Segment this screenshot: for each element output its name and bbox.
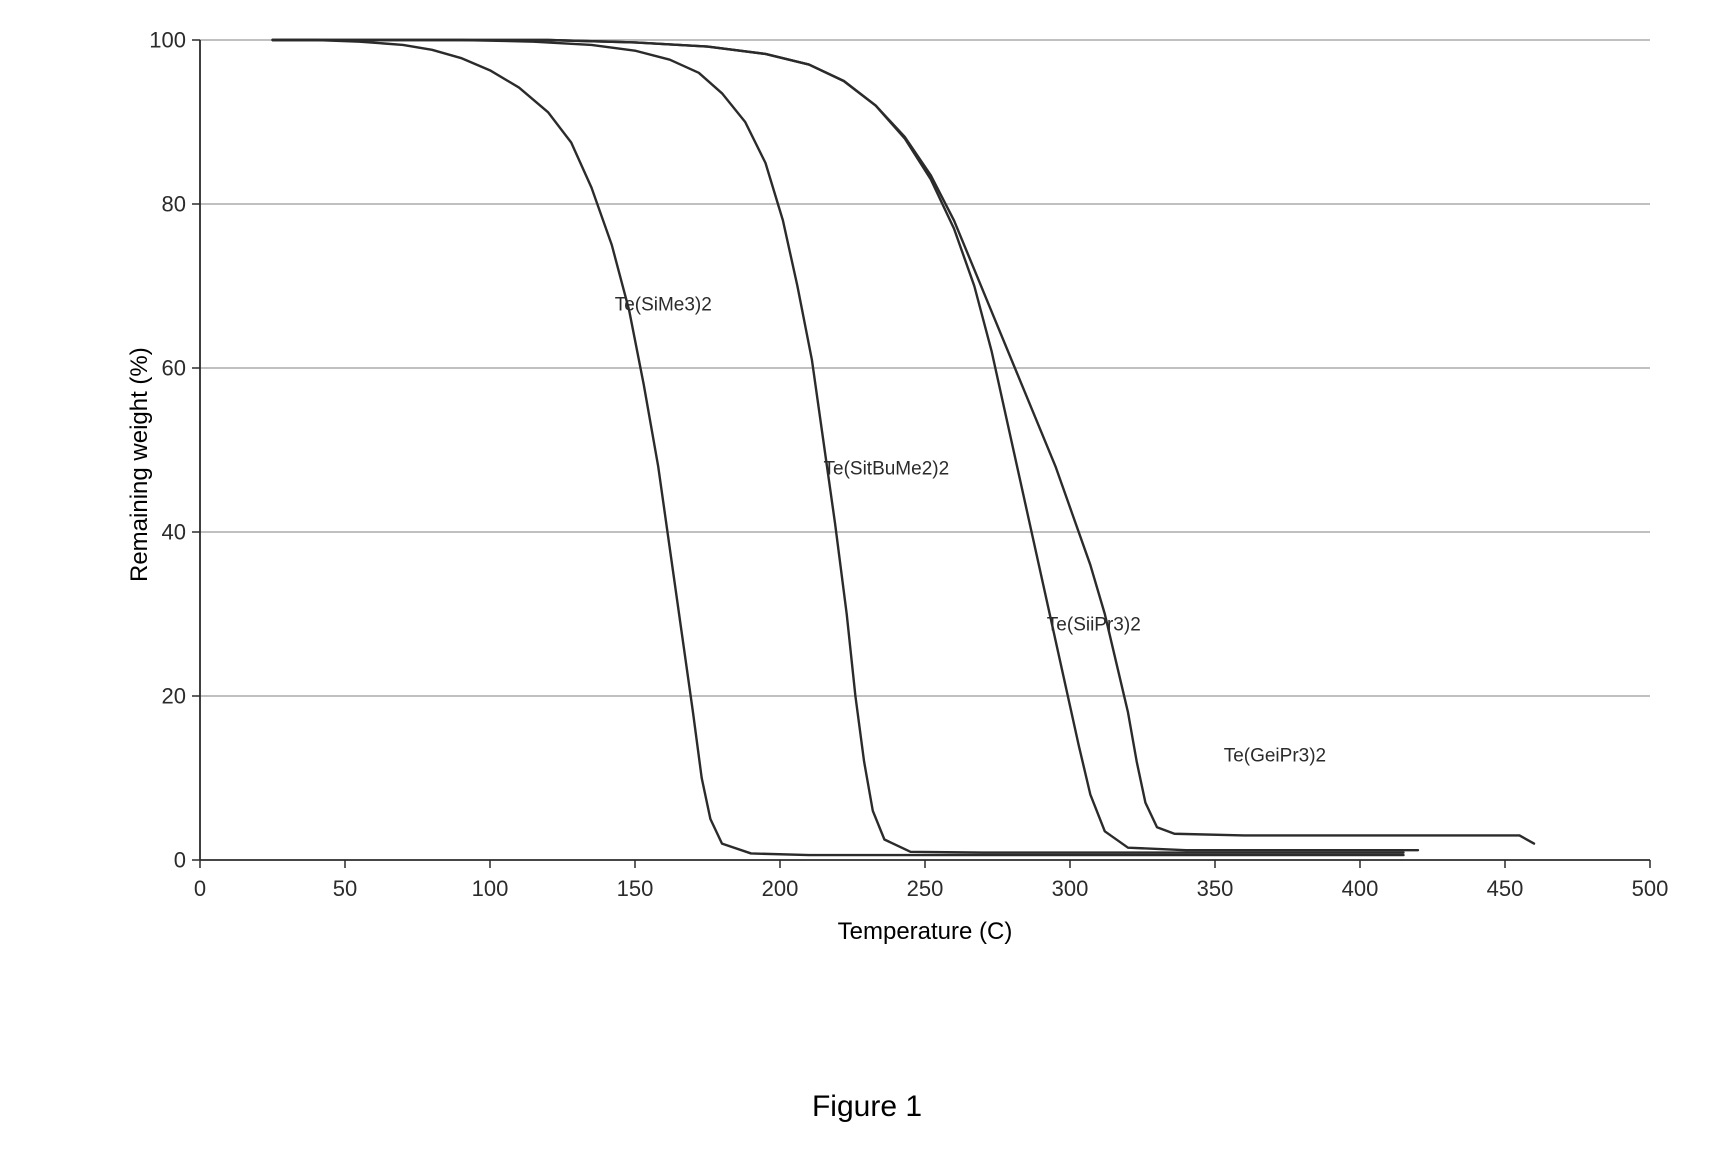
figure-caption: Figure 1 xyxy=(0,1090,1734,1124)
series-label: Te(SitBuMe2)2 xyxy=(824,459,950,480)
x-tick-label: 400 xyxy=(1342,876,1379,901)
x-tick-label: 100 xyxy=(472,876,509,901)
y-tick-label: 60 xyxy=(162,356,186,381)
x-tick-label: 50 xyxy=(333,876,357,901)
x-tick-label: 250 xyxy=(907,876,944,901)
x-tick-label: 150 xyxy=(617,876,654,901)
x-tick-label: 450 xyxy=(1487,876,1524,901)
y-tick-label: 40 xyxy=(162,520,186,545)
y-axis-label: Remaining weight (%) xyxy=(126,347,154,582)
x-axis-label: Temperature (C) xyxy=(200,918,1650,946)
x-tick-label: 350 xyxy=(1197,876,1234,901)
x-tick-label: 300 xyxy=(1052,876,1089,901)
x-tick-label: 500 xyxy=(1632,876,1669,901)
series-label: Te(SiMe3)2 xyxy=(615,295,712,316)
tga-chart: 0 50 100 150 200 250 300 350 400 450 500 0 20 40 60 80 1… xyxy=(60,30,1674,980)
chart-svg: 0 50 100 150 200 250 300 350 400 450 500 0 20 40 60 80 1… xyxy=(60,30,1674,980)
series-label: Te(GeiPr3)2 xyxy=(1224,746,1326,767)
y-tick-label: 80 xyxy=(162,192,186,217)
x-tick-label: 200 xyxy=(762,876,799,901)
y-tick-label: 20 xyxy=(162,684,186,709)
page: 0 50 100 150 200 250 300 350 400 450 500 0 20 40 60 80 1… xyxy=(0,0,1734,1164)
series-label: Te(SiiPr3)2 xyxy=(1047,614,1141,635)
y-tick-label: 100 xyxy=(149,30,186,53)
y-tick-label: 0 xyxy=(174,848,186,873)
x-tick-label: 0 xyxy=(194,876,206,901)
